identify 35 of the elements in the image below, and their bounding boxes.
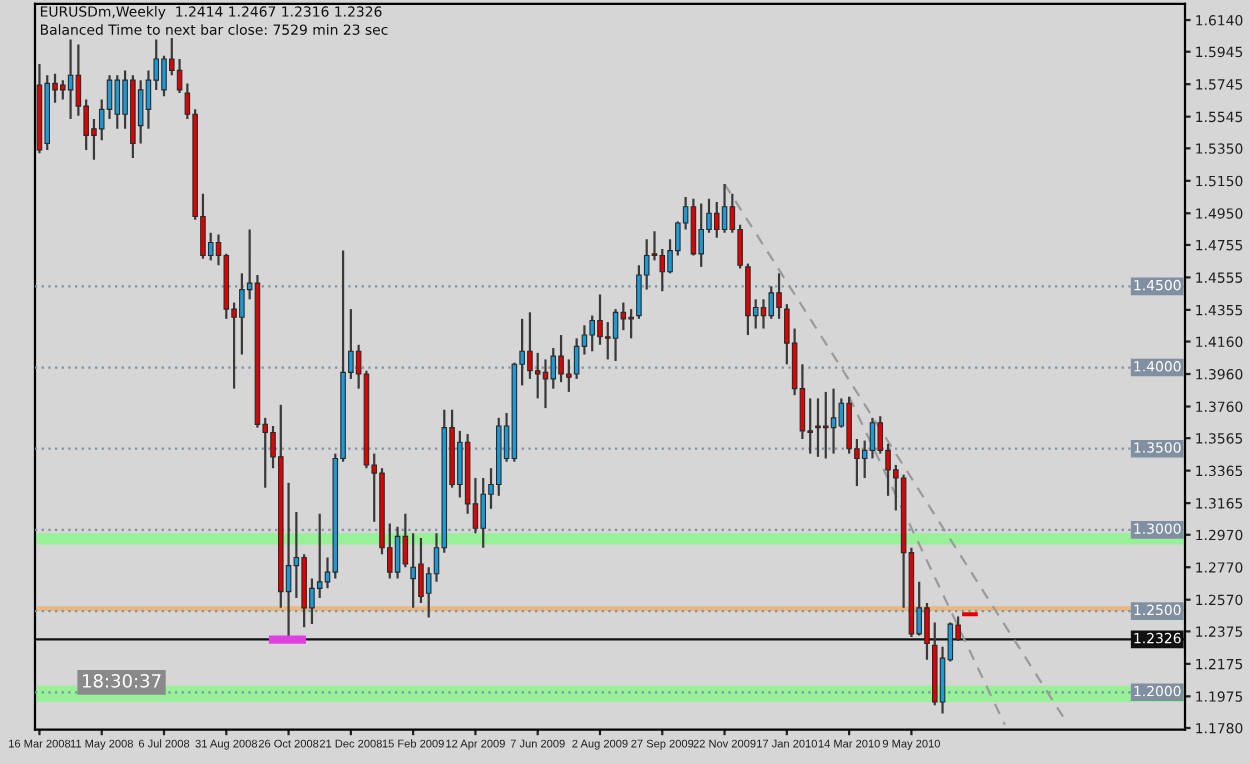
candlestick xyxy=(402,512,409,569)
candlestick xyxy=(604,320,611,361)
candlestick xyxy=(776,272,782,320)
candlestick xyxy=(316,512,323,600)
candlestick xyxy=(698,202,704,268)
candlestick xyxy=(597,293,603,346)
candlestick xyxy=(589,314,595,353)
candlestick xyxy=(815,397,821,458)
candlestick xyxy=(822,390,829,460)
candlestick xyxy=(239,272,245,356)
candlestick xyxy=(418,536,424,605)
candlestick xyxy=(612,307,619,363)
candlestick xyxy=(846,395,852,455)
candlestick xyxy=(67,38,74,121)
candlestick xyxy=(394,525,401,580)
candlestick xyxy=(410,532,416,609)
candlestick xyxy=(869,416,876,460)
candlestick xyxy=(542,358,549,410)
candlestick xyxy=(161,54,167,98)
candlestick xyxy=(534,351,541,400)
candlestick xyxy=(690,197,697,257)
candlestick xyxy=(480,476,486,549)
candlestick xyxy=(60,79,66,101)
candlestick xyxy=(527,311,533,381)
candlestick xyxy=(830,387,837,455)
candlestick xyxy=(760,298,767,330)
candlestick xyxy=(924,601,930,661)
candlestick xyxy=(620,301,627,332)
annotation: 18:30:37 xyxy=(82,674,161,688)
candlestick xyxy=(713,200,720,239)
candlestick xyxy=(114,74,121,130)
candlestick xyxy=(721,182,728,234)
candlestick xyxy=(457,429,463,499)
candlestick xyxy=(558,333,564,384)
candlestick xyxy=(106,74,113,121)
